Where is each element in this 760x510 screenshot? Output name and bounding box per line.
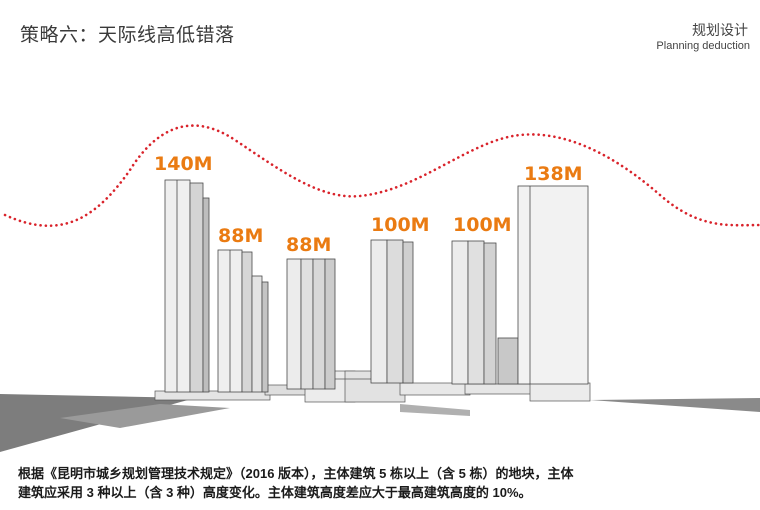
tower-140m <box>164 179 210 393</box>
height-label: 100M <box>371 214 430 236</box>
height-label: 140M <box>154 153 213 175</box>
height-label: 100M <box>453 214 512 236</box>
height-label: 88M <box>286 234 332 256</box>
caption: 根据《昆明市城乡规划管理技术规定》（2016 版本），主体建筑 5 栋以上（含 … <box>18 464 748 502</box>
tower-100m-b <box>451 240 519 385</box>
section-title-en: Planning deduction <box>656 40 750 52</box>
section-title-cn: 规划设计 <box>692 22 748 38</box>
page-title: 策略六：天际线高低错落 <box>20 25 235 46</box>
caption-line: 建筑应采用 3 种以上（含 3 种）高度变化。主体建筑高度差应大于最高建筑高度的… <box>18 485 532 500</box>
skyline-curve <box>3 124 760 228</box>
tower-88m-b <box>286 258 336 390</box>
tower-100m-a <box>370 239 414 384</box>
ground-shadows <box>0 394 760 452</box>
caption-line: 根据《昆明市城乡规划管理技术规定》（2016 版本），主体建筑 5 栋以上（含 … <box>18 466 574 481</box>
tower-88m-a <box>217 249 269 393</box>
height-label: 138M <box>524 163 583 185</box>
height-label: 88M <box>218 225 264 247</box>
tower-138m <box>517 185 589 385</box>
